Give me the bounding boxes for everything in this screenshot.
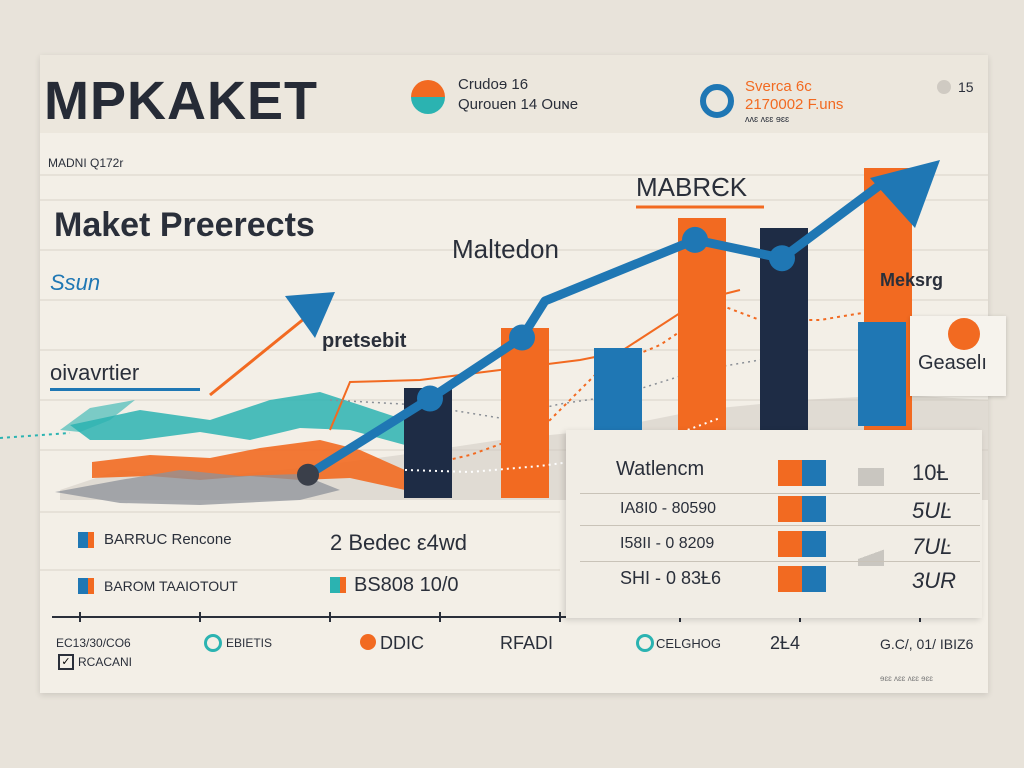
checkbox-label: RCACANI [78, 655, 133, 669]
side-tab-label: Geaselı [918, 352, 987, 374]
legend-b-line2: 2170002 F.uns [745, 96, 844, 113]
table-header-label: Watlencm [616, 458, 705, 480]
table-row3-swatch-blue [802, 566, 826, 592]
legend-item2-label: 2 Bedec ε4wd [330, 530, 468, 555]
sub-caption: MADNI Q172r [48, 156, 124, 170]
axis-label-5: CELGHOG [656, 636, 722, 651]
page-number-dot [937, 80, 951, 94]
bar-7-lower [858, 322, 906, 426]
axis-icon-3 [360, 634, 376, 650]
table-row2-gray-shape [858, 548, 884, 566]
table-row3-label: SHI - 0 83Ƚ6 [620, 568, 722, 588]
tag-overview-underline [50, 388, 200, 391]
legend-a-line2: Qurouen 14 Ouɴe [458, 96, 579, 113]
trend-point-2 [417, 385, 443, 412]
axis-label-2: EBIETIS [226, 636, 273, 650]
white-dotted-line [404, 417, 721, 474]
table-divider [580, 525, 980, 526]
legend-b-line1: Svercа 6c [745, 78, 812, 95]
axis-label-1: EC13/30/CO6 [56, 636, 131, 650]
table-row2-value: 7UĿ [912, 534, 953, 559]
trend-point-3 [509, 324, 535, 351]
axis-label-3: DDIC [380, 633, 424, 653]
table-row1-value: 5UĿ [912, 498, 953, 523]
bar-2 [501, 328, 549, 498]
legend-item1-icon [78, 532, 94, 548]
tag-mabrek: MABRЄK [636, 172, 748, 202]
table-row2-label: I58II - 0 8209 [620, 535, 715, 552]
legend-a-icon [411, 80, 445, 114]
orange-dotted-line [404, 303, 881, 471]
legend-b-icon [700, 84, 734, 118]
table-row1-swatch-blue [802, 496, 826, 522]
trend-point-6 [769, 245, 795, 272]
legend-item3-icon [78, 578, 94, 594]
trend-arrow-head [870, 160, 940, 228]
dotted-left [0, 432, 71, 439]
tag-meksrg: Meksrg [880, 270, 944, 290]
tag-sun: Ssun [50, 270, 101, 295]
legend-item1-label: BARRUC Rencone [104, 531, 232, 548]
table-divider [580, 493, 980, 494]
trend-point-1 [297, 463, 319, 486]
table-header-gray-box [858, 468, 884, 486]
trend-point-5 [682, 226, 708, 253]
area-gray-front [55, 470, 340, 505]
legend-item3-label: BAROM TAAIOTOUT [104, 578, 238, 594]
small-arrow [209, 292, 335, 397]
table-header-value: 10Ƚ [912, 460, 949, 485]
legend-a-line1: Crudoɘ 16 [458, 76, 529, 93]
table-row1-swatch-orange [778, 496, 802, 522]
table-row3-value: 3UR [912, 568, 957, 593]
table-row1-label: IA8I0 - 80590 [620, 500, 717, 517]
legend-b-line3: ʌʌɛ ʌɛɛ ɘɛɛ [745, 114, 790, 124]
table-panel [566, 430, 982, 618]
checkbox[interactable]: ✓ [58, 654, 74, 670]
footer-note: ɘɛɛ ʌɛɛ ʌɛɛ ɘɛɛ [880, 674, 933, 683]
tag-overview: oivavrtier [50, 360, 140, 385]
page-number: 15 [958, 79, 974, 95]
table-divider [580, 561, 980, 562]
table-row2-swatch-blue [802, 531, 826, 557]
area-teal-left [60, 400, 135, 432]
tag-pretsebit: pretsebit [322, 330, 407, 352]
table-row2-swatch-orange [778, 531, 802, 557]
page-title: MPKAKET [44, 71, 318, 131]
axis-label-6: 2Ƚ4 [770, 633, 801, 653]
main-heading: Maket Preerects [54, 206, 315, 244]
header-band [40, 55, 988, 133]
axis-label-7: G.C/, 01/ IBIZ6 [880, 636, 974, 652]
table-row3-swatch-orange [778, 566, 802, 592]
trend-line-series [297, 181, 883, 486]
area-teal [70, 392, 405, 445]
table-header-swatch-orange [778, 460, 802, 486]
legend-item4-icon [330, 577, 346, 593]
table-header-swatch-blue [802, 460, 826, 486]
legend-item4-label: BS808 10/0 [354, 574, 459, 596]
side-tab-dot [948, 318, 980, 350]
axis-icon-5 [636, 634, 654, 652]
tag-malteon: Maltedon [452, 234, 559, 264]
axis-icon-2 [204, 634, 222, 652]
axis-label-4: RFADI [500, 633, 554, 653]
